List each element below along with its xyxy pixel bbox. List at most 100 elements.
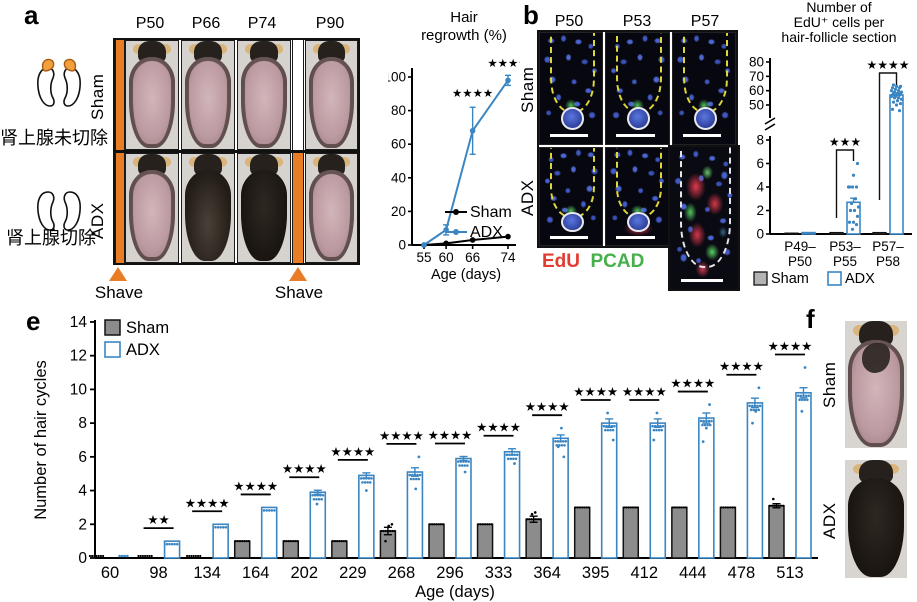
mouse-photo-sham-p50 — [125, 40, 179, 150]
mouse-photo-sham-p66 — [181, 40, 235, 150]
svg-text:8: 8 — [78, 415, 87, 432]
panel-a-col-p90: P90 — [315, 15, 345, 32]
svg-text:★★★★: ★★★★ — [379, 429, 424, 443]
micrograph-sham-p53 — [605, 32, 670, 145]
panel-a-photo-grid — [113, 38, 360, 265]
svg-text:6: 6 — [756, 156, 764, 171]
adrenal-intact-kidneys-icon — [37, 58, 81, 107]
svg-text:80: 80 — [749, 55, 764, 70]
svg-text:★★★★: ★★★★ — [487, 58, 520, 70]
shave-label-left: Shave — [94, 283, 144, 302]
svg-text:★★★★: ★★★★ — [866, 58, 909, 72]
svg-text:ADX: ADX — [126, 341, 160, 359]
svg-text:74: 74 — [500, 250, 516, 265]
svg-text:10: 10 — [70, 381, 88, 398]
svg-text:P55: P55 — [833, 254, 857, 269]
panel-b-label: b — [523, 0, 539, 30]
row-divider — [115, 150, 358, 153]
panel-a-label: a — [24, 0, 39, 30]
svg-text:8: 8 — [756, 133, 764, 148]
mouse-photo-adx-p90 — [305, 153, 358, 263]
micrograph-adx-p53 — [605, 147, 670, 246]
mouse-photo-f-adx — [845, 460, 907, 578]
svg-text:4: 4 — [78, 483, 87, 500]
svg-text:268: 268 — [388, 564, 416, 582]
svg-text:EdU⁺ cells per: EdU⁺ cells per — [794, 14, 885, 30]
svg-text:98: 98 — [149, 564, 167, 582]
svg-text:14: 14 — [70, 314, 88, 331]
svg-text:P49–: P49– — [784, 239, 816, 254]
panel-a-col-p66: P66 — [191, 15, 221, 32]
svg-text:364: 364 — [533, 564, 561, 582]
panel-f-row-adx-label: ADX — [820, 502, 839, 540]
svg-text:Age (days): Age (days) — [415, 583, 495, 601]
svg-text:229: 229 — [339, 564, 367, 582]
mouse-photo-sham-p74 — [237, 40, 291, 150]
svg-text:0: 0 — [78, 550, 87, 567]
svg-text:P58: P58 — [876, 254, 900, 269]
svg-text:Sham: Sham — [771, 271, 809, 287]
edu-cells-chart: Number of EdU⁺ cells per hair-follicle sec… — [740, 0, 917, 300]
panel-b-col-p50: P50 — [554, 13, 584, 30]
panel-b-row-adx-label: ADX — [518, 179, 537, 217]
svg-text:296: 296 — [436, 564, 464, 582]
svg-text:12: 12 — [70, 348, 87, 365]
svg-text:★★★★: ★★★★ — [525, 400, 570, 414]
svg-text:395: 395 — [582, 564, 610, 582]
shave-arrow-left — [109, 267, 127, 281]
svg-text:164: 164 — [242, 564, 270, 582]
svg-text:333: 333 — [485, 564, 513, 582]
svg-text:134: 134 — [193, 564, 221, 582]
svg-text:80: 80 — [391, 103, 406, 118]
svg-text:2: 2 — [78, 516, 87, 533]
panel-a-col-p74: P74 — [247, 15, 277, 32]
svg-text:202: 202 — [291, 564, 319, 582]
panel-f-label: f — [806, 304, 815, 334]
svg-text:★★★★: ★★★★ — [233, 479, 278, 493]
mouse-photo-adx-p50 — [125, 153, 179, 263]
adrenalectomized-kidneys-icon — [37, 191, 81, 231]
svg-text:★★★★: ★★★★ — [719, 360, 764, 374]
shave-label-right: Shave — [274, 283, 324, 302]
panel-b-col-p53: P53 — [622, 13, 652, 30]
svg-text:412: 412 — [631, 564, 659, 582]
mouse-photo-adx-p74 — [237, 153, 291, 263]
svg-text:Sham: Sham — [126, 319, 169, 337]
svg-text:★★★★: ★★★★ — [330, 445, 375, 459]
shave-marker-bar-white — [292, 40, 304, 150]
svg-text:regrowth (%): regrowth (%) — [421, 27, 507, 44]
svg-text:55: 55 — [416, 250, 431, 265]
panel-b-col-p57: P57 — [690, 13, 720, 30]
svg-text:Age (days): Age (days) — [431, 267, 501, 283]
svg-text:★★★★: ★★★★ — [282, 462, 327, 476]
svg-text:P57–: P57– — [872, 239, 904, 254]
panel-e-label: e — [26, 306, 41, 336]
svg-text:60: 60 — [749, 83, 764, 98]
svg-text:444: 444 — [679, 564, 707, 582]
micrograph-sham-p57 — [672, 32, 736, 145]
micrograph-adx-p57 — [668, 145, 740, 291]
svg-text:Sham: Sham — [470, 204, 512, 221]
svg-text:0: 0 — [398, 238, 406, 253]
svg-text:50: 50 — [749, 98, 764, 113]
svg-text:60: 60 — [439, 250, 454, 265]
svg-text:2: 2 — [756, 203, 764, 218]
svg-text:★★★★: ★★★★ — [573, 385, 618, 399]
hair-cycles-chart: 0 2 4 6 8 10 12 14 Number of hair cycles 60 98 134 1… — [0, 300, 825, 602]
mouse-photo-adx-p66 — [181, 153, 235, 263]
micrograph-sham-p50 — [539, 32, 603, 145]
svg-text:60: 60 — [101, 564, 119, 582]
mouse-photo-sham-p90 — [305, 40, 358, 150]
svg-text:ADX: ADX — [470, 224, 503, 241]
svg-text:★★★★: ★★★★ — [622, 385, 667, 399]
svg-text:★★★★: ★★★★ — [452, 88, 493, 100]
stain-pcad-label: PCAD — [590, 251, 645, 272]
svg-text:★★★★: ★★★★ — [670, 377, 715, 391]
svg-text:20: 20 — [391, 204, 406, 219]
panel-a-row-sham-label: Sham — [88, 73, 107, 121]
svg-text:66: 66 — [465, 250, 480, 265]
micrograph-adx-p50 — [539, 147, 603, 246]
panel-f-row-sham-label: Sham — [820, 361, 839, 409]
svg-text:★★★★: ★★★★ — [185, 496, 230, 510]
